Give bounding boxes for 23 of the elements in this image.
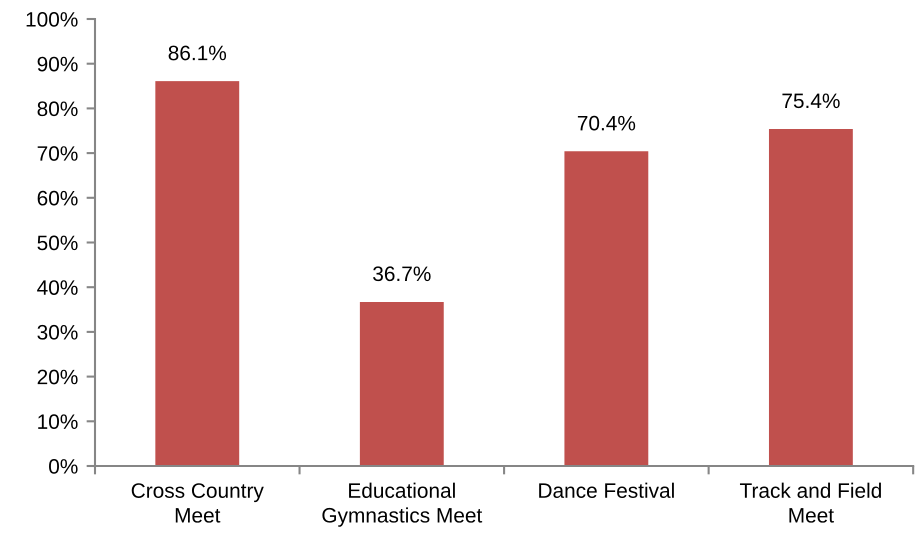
- y-tick-label: 40%: [37, 280, 78, 295]
- y-tick-label: 70%: [38, 146, 78, 161]
- y-tick-label: 90%: [38, 56, 78, 72]
- bar: [564, 151, 648, 466]
- data-label: 86.1%: [168, 46, 226, 60]
- x-tick-label: Cross Country Meet: [132, 483, 264, 523]
- bar: [768, 128, 853, 466]
- data-label: 36.7%: [373, 266, 431, 282]
- y-tick-label: 20%: [38, 370, 78, 384]
- y-tick-label: 100%: [26, 12, 78, 27]
- bar: [360, 302, 444, 466]
- y-tick-label: 30%: [37, 324, 78, 340]
- data-label: 70.4%: [578, 116, 636, 131]
- y-tick-label: 60%: [38, 190, 78, 206]
- x-tick-label: Track and Field Meet: [740, 482, 881, 523]
- bar: [155, 81, 240, 466]
- y-tick-label: 50%: [37, 236, 78, 250]
- x-tick-label: Dance Festival: [539, 482, 674, 498]
- y-tick-label: 0%: [49, 459, 78, 474]
- data-label: 75.4%: [782, 94, 840, 108]
- y-tick-label: 10%: [38, 414, 78, 430]
- x-tick-label: Educational Gymnastics Meet: [322, 482, 482, 527]
- y-tick-label: 80%: [38, 101, 78, 116]
